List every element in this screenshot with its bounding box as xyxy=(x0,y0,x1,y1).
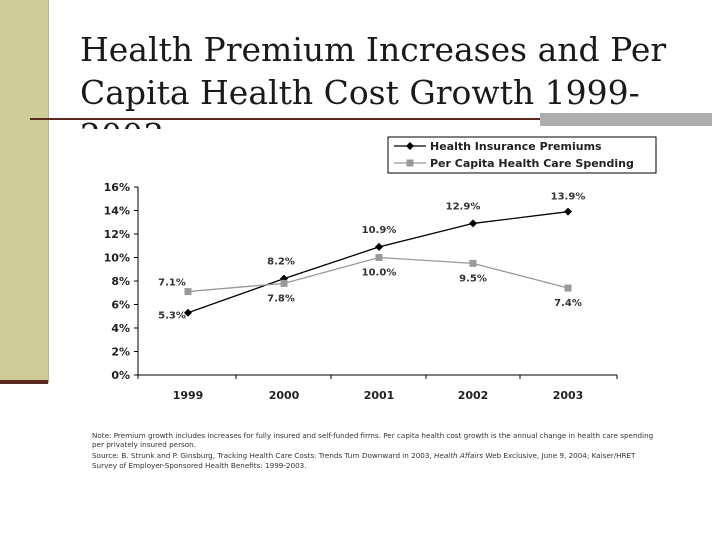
title-divider xyxy=(30,118,675,120)
legend-marker-premiums xyxy=(406,142,414,150)
x-tick-label: 2002 xyxy=(458,389,489,402)
data-label-spending: 9.5% xyxy=(459,273,487,284)
data-point-premiums xyxy=(184,308,192,317)
data-label-spending: 7.8% xyxy=(267,293,295,304)
chart-panel: 0% 2% 4% 6% 8% 10% 12% 14% 16% 1999 2000 2001 2002 20… xyxy=(70,129,683,484)
y-tick-label: 6% xyxy=(111,299,130,312)
footnote-source-text: Source: B. Strunk and P. Ginsburg, Track… xyxy=(92,451,435,461)
data-label-spending: 10.0% xyxy=(362,268,397,279)
legend-label-premiums: Health Insurance Premiums xyxy=(430,140,602,153)
slide-title-line-1: Health Premium Increases and Per xyxy=(80,30,667,69)
y-tick-label: 16% xyxy=(104,181,130,194)
slide-title: Health Premium Increases and Per Capita … xyxy=(80,28,700,157)
x-tick-label: 1999 xyxy=(173,389,204,402)
data-point-premiums xyxy=(564,207,572,216)
legend-box xyxy=(387,136,657,174)
title-divider-accent xyxy=(540,113,712,126)
data-point-spending xyxy=(375,254,383,261)
footnote-source-journal: Health Affairs xyxy=(434,451,484,461)
slide-title-line-2: Capita Health Cost Growth 1999-2003 xyxy=(80,73,640,155)
y-tick-label: 2% xyxy=(111,346,130,359)
y-tick-label: 14% xyxy=(104,205,130,218)
footnote-note: Note: Premium growth includes increases … xyxy=(92,431,654,450)
data-label-spending: 7.1% xyxy=(158,278,186,289)
data-label-premiums: 12.9% xyxy=(446,201,481,212)
data-label-premiums: 8.2% xyxy=(267,257,295,268)
data-label-premiums: 5.3% xyxy=(158,311,186,322)
y-tick-label: 12% xyxy=(104,228,130,241)
data-point-premiums xyxy=(469,219,477,228)
legend-marker-spending xyxy=(406,159,414,167)
data-label-spending: 7.4% xyxy=(554,298,582,309)
data-point-spending xyxy=(469,259,477,267)
legend-label-spending: Per Capita Health Care Spending xyxy=(430,157,634,170)
line-chart: 0% 2% 4% 6% 8% 10% 12% 14% 16% 1999 2000 2001 2002 20… xyxy=(104,136,657,402)
data-label-premiums: 13.9% xyxy=(551,192,586,203)
data-point-premiums xyxy=(375,242,383,251)
x-tick-label: 2000 xyxy=(269,389,300,402)
data-point-spending xyxy=(184,288,192,296)
left-accent-bar xyxy=(0,0,49,383)
y-tick-label: 8% xyxy=(111,275,130,288)
data-point-spending xyxy=(564,284,572,292)
data-label-premiums: 10.9% xyxy=(362,225,397,236)
data-point-spending xyxy=(280,279,288,287)
y-tick-label: 10% xyxy=(104,252,130,265)
left-accent-bar-base xyxy=(0,380,48,384)
chart-footnote: Note: Premium growth includes increases … xyxy=(92,431,662,470)
footnote-source: Source: B. Strunk and P. Ginsburg, Track… xyxy=(92,451,662,469)
x-tick-label: 2003 xyxy=(553,389,584,402)
x-tick-label: 2001 xyxy=(364,389,395,402)
footnote-source-text-2: Web Exclusive, June 9, 2004; Kaiser/HRET… xyxy=(92,451,636,470)
y-tick-label: 0% xyxy=(111,369,130,382)
y-tick-label: 4% xyxy=(111,322,130,335)
